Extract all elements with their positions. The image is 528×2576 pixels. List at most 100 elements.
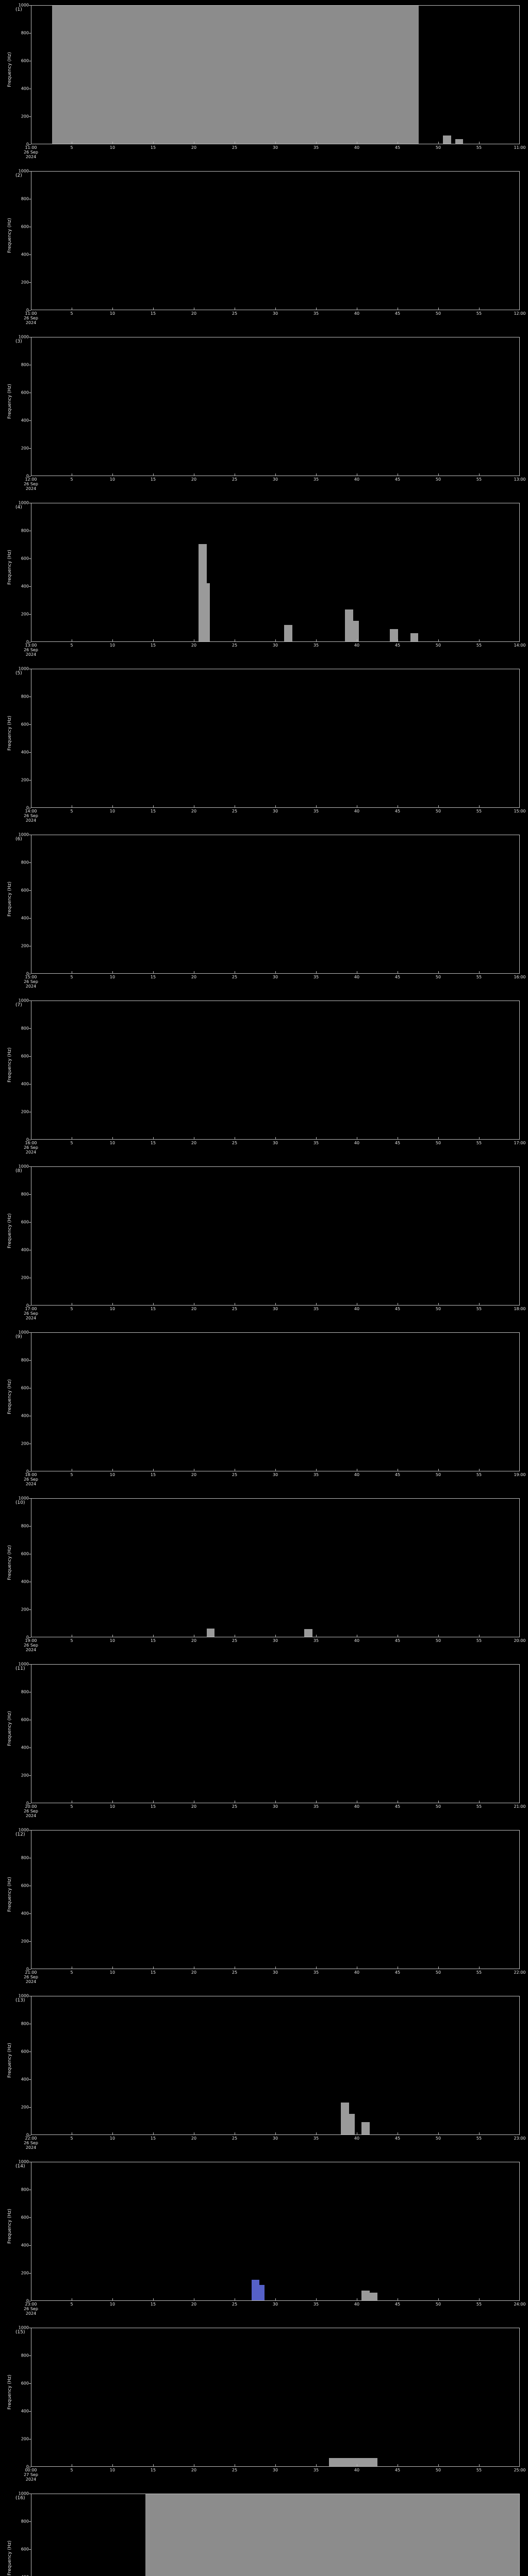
x-axis: 5 10 15 20 25 30 35 40 45 50 55 21:00 26 Sep 2024 22…	[24, 1967, 526, 1990]
y-tick-label: 800	[21, 2021, 29, 2026]
spectrogram-panel: (3) Frequency (Hz) 0 200 400 600 800 1000 5 10 15 2…	[0, 332, 528, 498]
x-tick-label: 5	[70, 145, 73, 150]
x-tick-label: 20	[191, 311, 197, 316]
x-tick-label: 25	[232, 1307, 238, 1311]
x-tick-label: 15	[150, 809, 156, 814]
x-tick-mark	[275, 1469, 276, 1471]
x-tick-mark	[438, 1303, 439, 1305]
spectrogram-panel: (7) Frequency (Hz) 0 200 400 600 800 1000 5 10 15 2…	[0, 995, 528, 1161]
x-tick-mark	[316, 639, 317, 641]
x-axis: 5 10 15 20 25 30 35 40 45 50 55 23:00 26 Sep 2024 24…	[24, 2298, 526, 2321]
y-tick-label: 0	[26, 1137, 29, 1142]
x-axis-end-time-label: 25:00	[514, 2468, 526, 2472]
y-tick-mark	[29, 918, 31, 919]
x-tick-label: 15	[150, 2136, 156, 2141]
x-axis-end-time-label: 12:00	[514, 311, 526, 316]
y-tick-label: 800	[21, 694, 29, 699]
y-tick-label: 0	[26, 805, 29, 810]
x-tick-label: 10	[109, 1472, 116, 1477]
spectrogram-panel: (8) Frequency (Hz) 0 200 400 600 800 1000 5 10 15 2…	[0, 1161, 528, 1327]
x-tick-label: 5	[70, 311, 73, 316]
x-tick-label: 5	[70, 477, 73, 482]
x-tick-mark	[438, 639, 439, 641]
x-tick-label: 55	[476, 975, 482, 979]
x-tick-label: 45	[394, 1970, 401, 1975]
y-tick-label: 600	[21, 2215, 29, 2220]
y-tick-label: 1000	[18, 1496, 29, 1501]
x-tick-mark	[153, 1137, 154, 1139]
x-tick-mark	[275, 1967, 276, 1969]
y-tick-mark	[29, 2079, 31, 2080]
y-tick-label: 200	[21, 1275, 29, 1280]
x-tick-label: 25	[232, 975, 238, 979]
x-tick-label: 25	[232, 1638, 238, 1643]
panel-index-label: (14)	[15, 2164, 25, 2169]
x-tick-label: 40	[354, 1307, 360, 1311]
y-tick-label: 1000	[18, 832, 29, 837]
x-tick-label: 40	[354, 975, 360, 979]
y-tick-mark	[29, 862, 31, 863]
plot-area	[31, 2162, 520, 2301]
x-tick-mark	[112, 2464, 113, 2466]
x-tick-mark	[153, 1303, 154, 1305]
x-axis-end-time-label: 23:00	[514, 2136, 526, 2141]
y-tick-label: 600	[21, 2547, 29, 2552]
x-tick-label: 45	[394, 2302, 401, 2307]
x-tick-label: 50	[435, 2302, 441, 2307]
y-tick-label: 0	[26, 142, 29, 147]
y-tick-mark	[29, 780, 31, 781]
y-tick-label: 0	[26, 2298, 29, 2303]
y-tick-label: 1000	[18, 500, 29, 505]
y-tick-label: 0	[26, 1469, 29, 1474]
x-tick-label: 15	[150, 1804, 156, 1809]
y-tick-label: 400	[21, 1081, 29, 1087]
x-tick-mark	[316, 2298, 317, 2300]
spectrogram-panel: (5) Frequency (Hz) 0 200 400 600 800 1000 5 10 15 2…	[0, 664, 528, 829]
x-tick-mark	[153, 308, 154, 310]
x-tick-label: 35	[313, 311, 319, 316]
x-tick-mark	[438, 1635, 439, 1637]
y-tick-label: 400	[21, 86, 29, 91]
y-tick-mark	[29, 2217, 31, 2218]
y-tick-label: 200	[21, 280, 29, 285]
plot-area	[31, 835, 520, 974]
x-tick-label: 15	[150, 975, 156, 979]
x-tick-label: 10	[109, 1804, 116, 1809]
x-tick-mark	[479, 1967, 480, 1969]
x-tick-label: 5	[70, 1804, 73, 1809]
spectrogram-panel: (10) Frequency (Hz) 0 200 400 600 800 1000 5 10 15…	[0, 1493, 528, 1659]
x-tick-label: 20	[191, 1804, 197, 1809]
x-tick-label: 15	[150, 1970, 156, 1975]
x-axis: 5 10 15 20 25 30 35 40 45 50 55 11:00 26 Sep 2024 11…	[24, 142, 526, 165]
x-axis-end-time-label: 17:00	[514, 1141, 526, 1145]
x-axis: 5 10 15 20 25 30 35 40 45 50 55 20:00 26 Sep 2024 21…	[24, 1801, 526, 1824]
x-axis: 5 10 15 20 25 30 35 40 45 50 55 15:00 26 Sep 2024 16…	[24, 971, 526, 994]
x-tick-label: 45	[394, 311, 401, 316]
y-tick-label: 800	[21, 196, 29, 201]
x-tick-mark	[112, 308, 113, 310]
y-tick-label: 800	[21, 1689, 29, 1694]
y-tick-label: 400	[21, 2575, 29, 2576]
x-axis-start-time-label: 11:00 26 Sep 2024	[24, 311, 38, 326]
x-tick-label: 15	[150, 1638, 156, 1643]
x-tick-label: 50	[435, 477, 441, 482]
y-tick-mark	[29, 752, 31, 753]
x-tick-label: 15	[150, 643, 156, 648]
x-tick-label: 45	[394, 1141, 401, 1145]
x-tick-label: 50	[435, 1307, 441, 1311]
spectrogram-panel: (15) Frequency (Hz) 0 200 400 600 800 1000 5 10 15…	[0, 2323, 528, 2488]
y-tick-mark	[29, 2245, 31, 2246]
x-tick-mark	[112, 971, 113, 973]
y-tick-mark	[29, 2521, 31, 2522]
x-tick-label: 40	[354, 2302, 360, 2307]
y-tick-mark	[29, 420, 31, 421]
plot-area	[31, 1166, 520, 1306]
x-axis-start-time-label: 21:00 26 Sep 2024	[24, 1970, 38, 1985]
x-tick-label: 5	[70, 1472, 73, 1477]
y-tick-label: 0	[26, 1635, 29, 1640]
signal-spike	[455, 139, 464, 144]
